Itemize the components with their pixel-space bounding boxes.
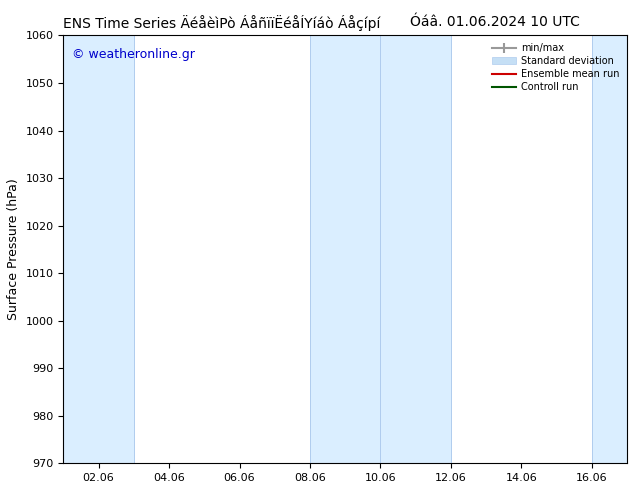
Bar: [592, 35, 634, 464]
Text: Óáâ. 01.06.2024 10 UTC: Óáâ. 01.06.2024 10 UTC: [410, 15, 579, 29]
Y-axis label: Surface Pressure (hPa): Surface Pressure (hPa): [7, 178, 20, 320]
Bar: [63, 35, 134, 464]
Text: ENS Time Series ÄéåèìPò ÁåñïïËéåÍYíáò Áåçípí: ENS Time Series ÄéåèìPò ÁåñïïËéåÍYíáò Áå…: [63, 15, 380, 31]
Legend: min/max, Standard deviation, Ensemble mean run, Controll run: min/max, Standard deviation, Ensemble me…: [489, 40, 622, 95]
Bar: [310, 35, 380, 464]
Bar: [380, 35, 451, 464]
Text: © weatheronline.gr: © weatheronline.gr: [72, 49, 195, 61]
